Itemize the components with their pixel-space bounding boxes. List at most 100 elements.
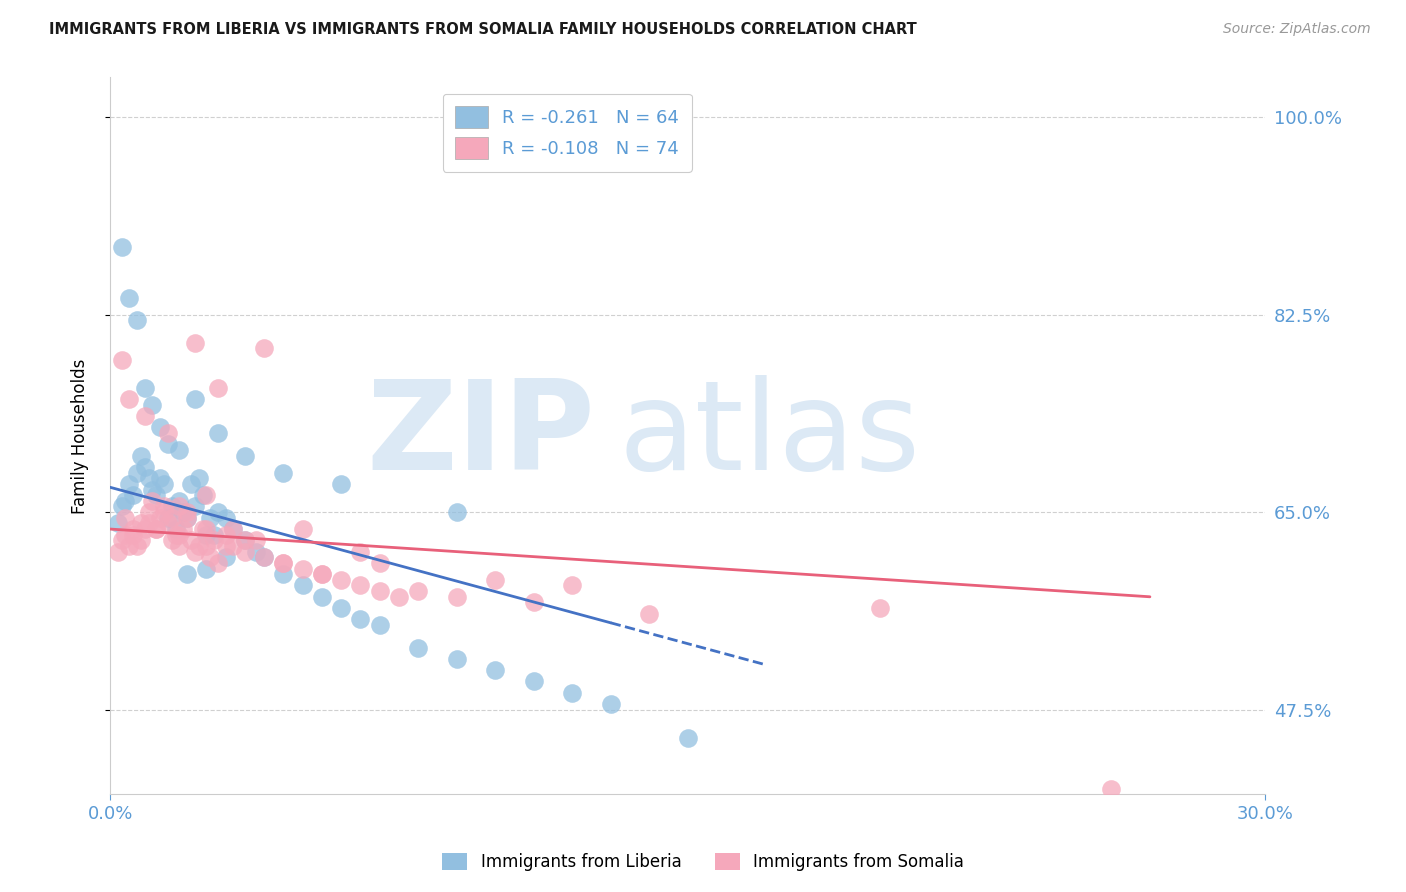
Point (184, 392, 207, 407)
Point (191, 488, 214, 502)
Point (195, 539, 218, 553)
Point (180, 533, 202, 548)
Point (156, 510, 179, 524)
Text: Source: ZipAtlas.com: Source: ZipAtlas.com (1223, 22, 1371, 37)
Point (111, 240, 134, 254)
Point (253, 550, 276, 565)
Point (176, 510, 198, 524)
Point (169, 500, 191, 514)
Point (349, 544, 371, 558)
Point (141, 493, 163, 508)
Point (273, 556, 295, 570)
Point (145, 522, 167, 536)
Point (245, 544, 267, 558)
Point (638, 607, 661, 621)
Point (160, 500, 183, 514)
Point (222, 539, 245, 553)
Point (207, 505, 229, 519)
Y-axis label: Family Households: Family Households (72, 359, 89, 514)
Point (233, 544, 256, 558)
Point (523, 595, 546, 609)
Point (273, 466, 295, 480)
Point (145, 522, 167, 536)
Point (156, 437, 179, 451)
Point (222, 522, 245, 536)
Point (160, 510, 183, 524)
Legend: Immigrants from Liberia, Immigrants from Somalia: Immigrants from Liberia, Immigrants from… (434, 845, 972, 880)
Point (187, 539, 209, 553)
Point (172, 522, 194, 536)
Point (561, 686, 583, 700)
Point (169, 493, 191, 508)
Point (184, 500, 207, 514)
Point (129, 533, 152, 548)
Point (207, 556, 229, 570)
Point (138, 516, 160, 531)
Point (368, 584, 391, 599)
Point (160, 533, 183, 548)
Point (291, 561, 314, 575)
Point (311, 590, 333, 604)
Point (134, 381, 156, 395)
Point (156, 516, 179, 531)
Point (169, 443, 191, 458)
Point (561, 578, 583, 592)
Point (125, 313, 148, 327)
Point (118, 476, 141, 491)
Point (207, 426, 229, 441)
Point (311, 567, 333, 582)
Point (187, 471, 209, 485)
Point (153, 476, 176, 491)
Point (129, 449, 152, 463)
Point (180, 476, 202, 491)
Point (869, 601, 891, 615)
Point (111, 352, 134, 367)
Point (330, 601, 353, 615)
Point (446, 652, 468, 666)
Point (125, 539, 148, 553)
Point (111, 533, 134, 548)
Point (311, 567, 333, 582)
Point (676, 731, 699, 745)
Point (330, 573, 353, 587)
Point (114, 527, 136, 541)
Point (141, 483, 163, 497)
Point (330, 476, 353, 491)
Point (176, 567, 198, 582)
Point (129, 516, 152, 531)
Point (195, 561, 218, 575)
Point (165, 527, 187, 541)
Point (138, 505, 160, 519)
Point (122, 522, 145, 536)
Point (145, 488, 167, 502)
Point (122, 527, 145, 541)
Point (388, 590, 411, 604)
Point (202, 527, 225, 541)
Point (114, 493, 136, 508)
Point (233, 533, 256, 548)
Point (1099, 781, 1122, 796)
Point (172, 505, 194, 519)
Point (349, 578, 371, 592)
Point (869, 810, 891, 824)
Point (114, 510, 136, 524)
Text: ZIP: ZIP (367, 376, 595, 497)
Point (191, 522, 214, 536)
Point (156, 426, 179, 441)
Point (134, 459, 156, 474)
Point (153, 500, 176, 514)
Point (368, 618, 391, 632)
Point (245, 533, 267, 548)
Point (169, 527, 191, 541)
Point (406, 640, 429, 655)
Point (291, 522, 314, 536)
Point (176, 510, 198, 524)
Point (253, 342, 276, 356)
Point (523, 674, 546, 689)
Point (184, 335, 207, 350)
Point (214, 539, 236, 553)
Text: atlas: atlas (619, 376, 921, 497)
Point (446, 590, 468, 604)
Point (118, 392, 141, 407)
Point (107, 544, 129, 558)
